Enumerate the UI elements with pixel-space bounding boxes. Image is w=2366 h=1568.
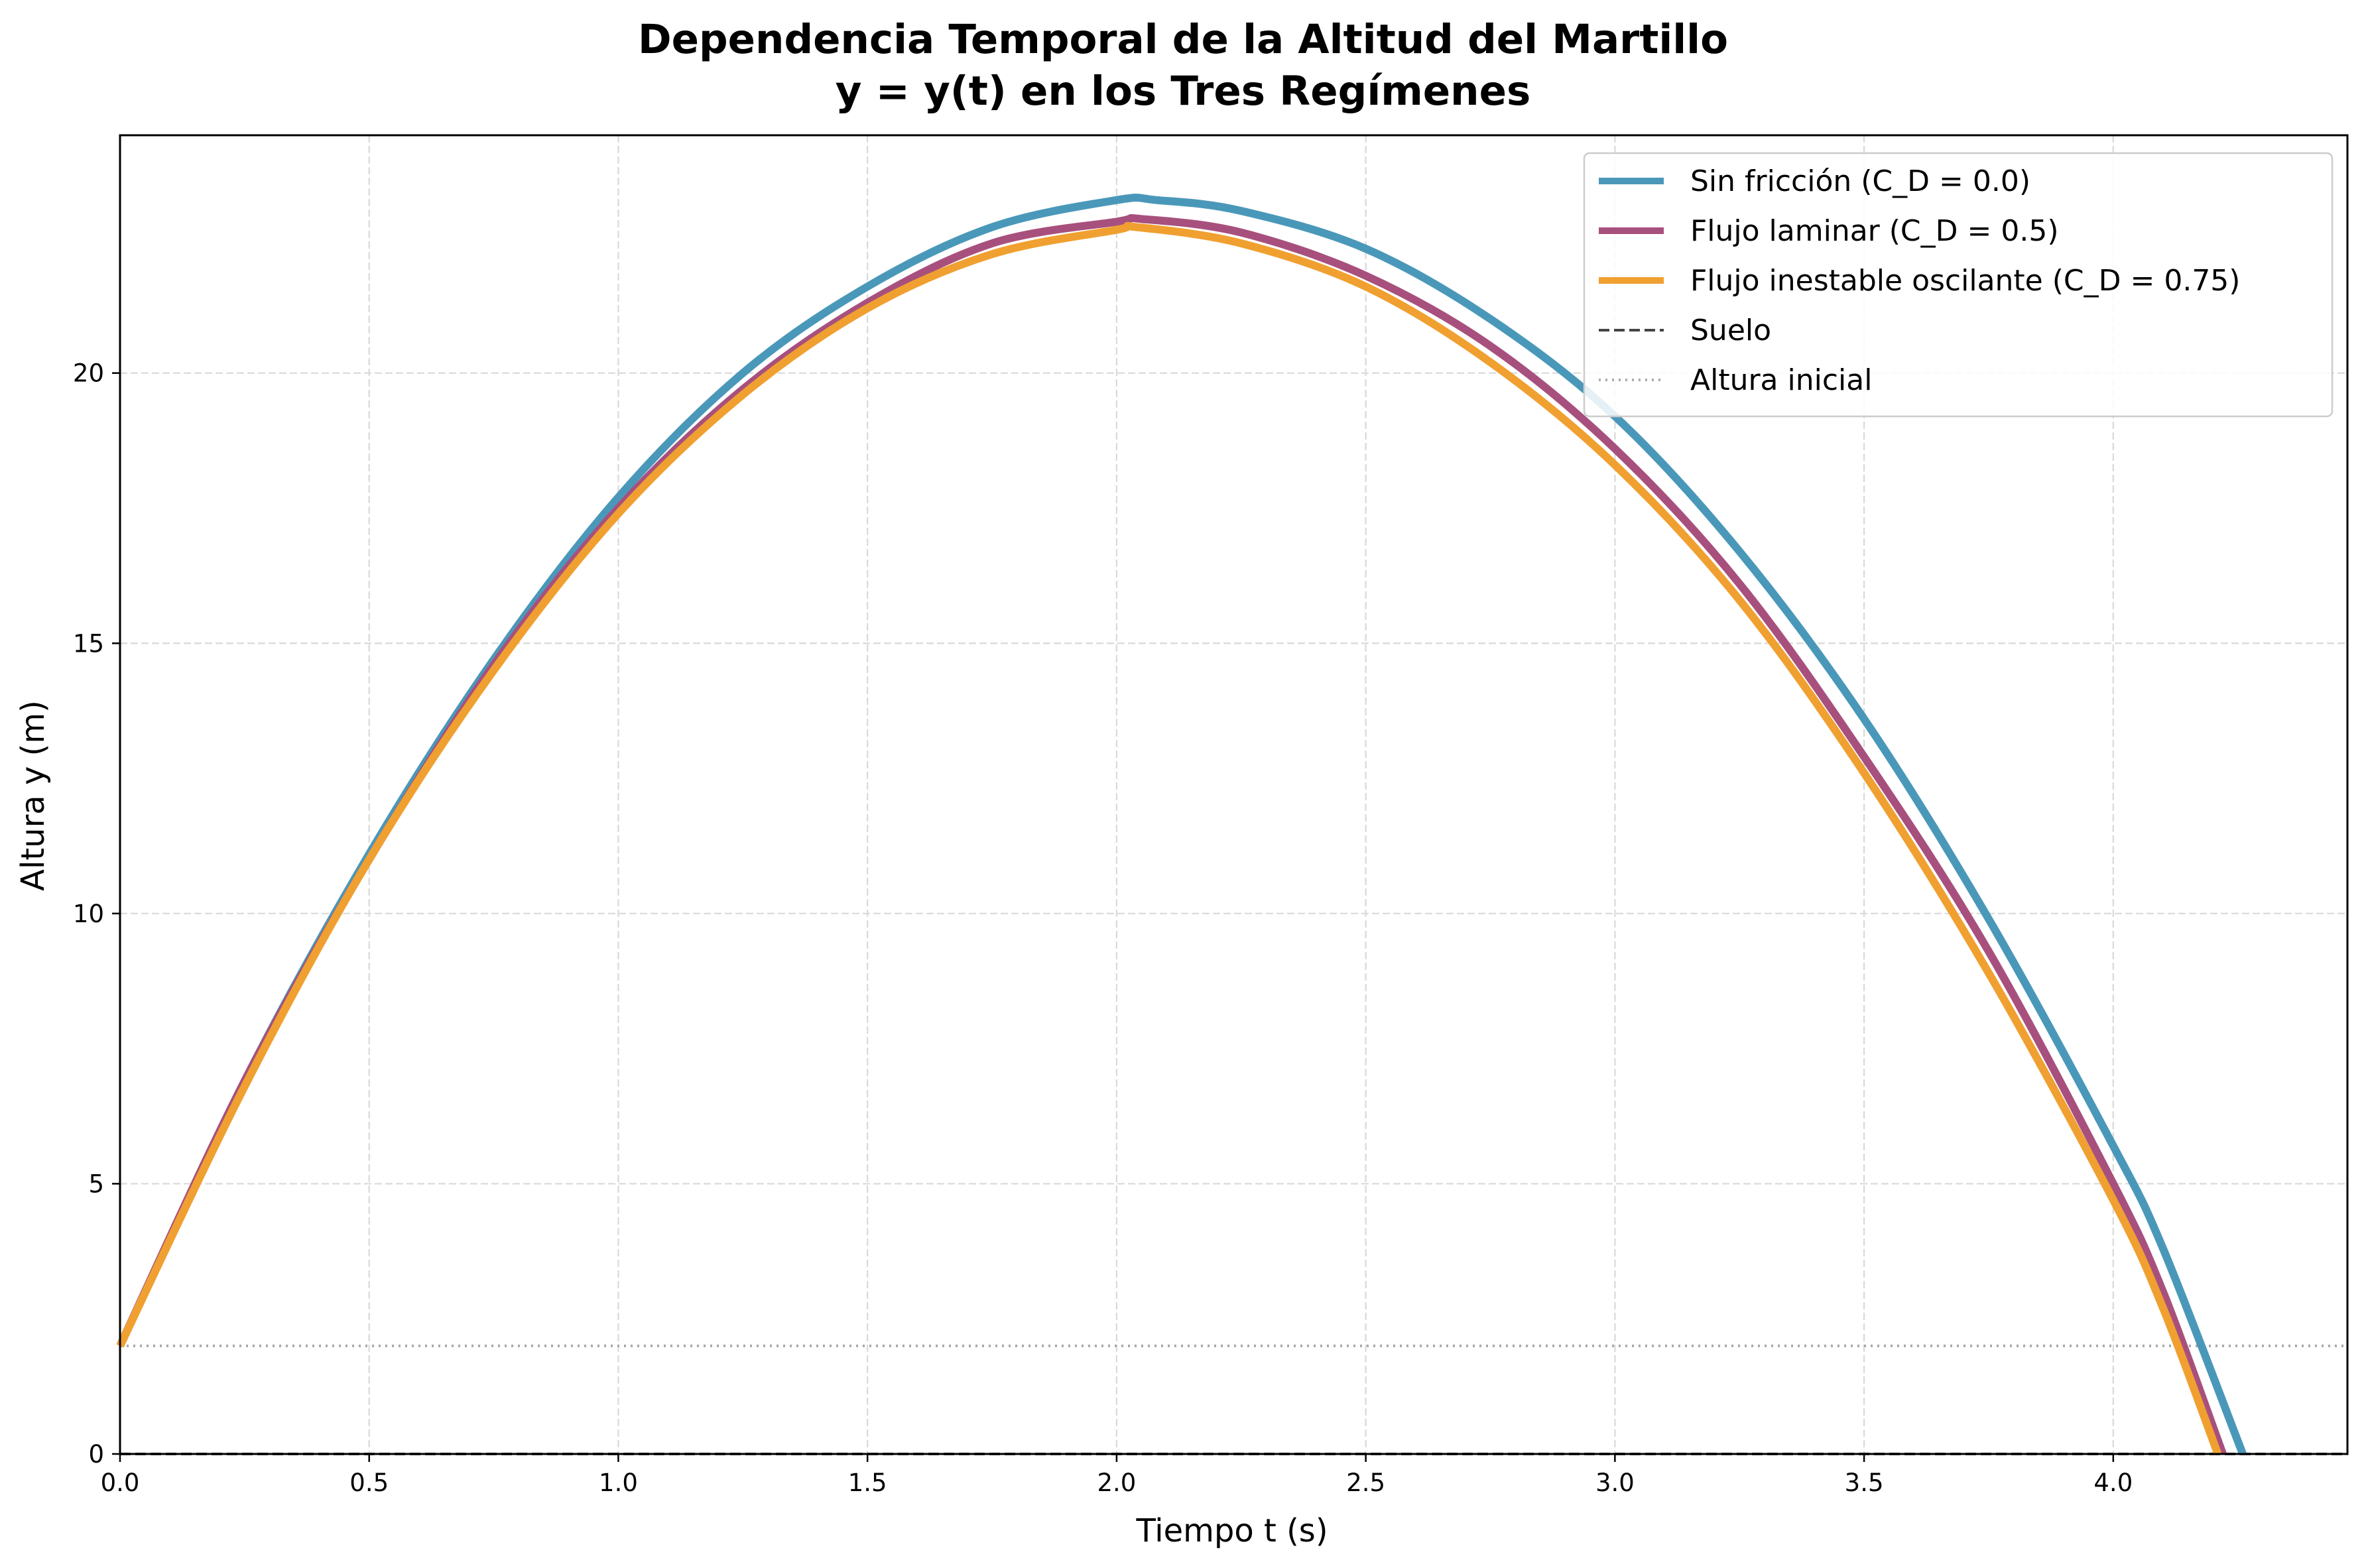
grid: [119, 135, 2347, 1455]
y-tick-label: 0: [88, 1440, 104, 1469]
plot-frame: [119, 134, 2349, 1455]
x-axis-label: Tiempo t (s): [1135, 1512, 1328, 1549]
y-tick-label: 10: [73, 900, 104, 928]
legend-box: [1583, 152, 2334, 418]
x-axis-ticks: 0.0 0.5 1.0 1.5 2.0 2.5 3.0 3.5 4.0: [101, 1454, 2133, 1497]
chart-title: Dependencia Temporal de la Altitud del M…: [638, 16, 1728, 115]
y-tick-label: 15: [73, 629, 104, 658]
x-tick-label: 0.5: [349, 1469, 389, 1497]
legend-label: Sin fricción (C_D = 0.0): [1690, 164, 2030, 198]
chart-title-line-1: Dependencia Temporal de la Altitud del M…: [638, 16, 1728, 63]
legend: Sin fricción (C_D = 0.0) Flujo laminar (C…: [1583, 152, 2334, 418]
x-tick-label: 3.5: [1845, 1469, 1884, 1497]
y-axis-label: Altura y (m): [15, 700, 52, 891]
x-tick-label: 1.0: [599, 1469, 638, 1497]
legend-label: Altura inicial: [1690, 363, 1872, 397]
chart-title-line-2: y = y(t) en los Tres Regímenes: [836, 68, 1531, 115]
legend-label: Flujo laminar (C_D = 0.5): [1690, 214, 2059, 248]
x-tick-label: 2.0: [1097, 1469, 1136, 1497]
y-tick-label: 20: [73, 359, 104, 388]
x-tick-label: 4.0: [2093, 1469, 2133, 1497]
x-tick-label: 0.0: [101, 1469, 140, 1497]
y-axis-ticks: 0 5 10 15 20: [73, 359, 120, 1469]
x-tick-label: 3.0: [1595, 1469, 1635, 1497]
legend-label: Flujo inestable oscilante (C_D = 0.75): [1690, 264, 2240, 298]
series-lines: [116, 194, 2247, 1456]
x-tick-label: 2.5: [1346, 1469, 1385, 1497]
x-tick-label: 1.5: [848, 1469, 887, 1497]
legend-label: Suelo: [1690, 314, 1771, 347]
series-line: [116, 221, 2222, 1456]
y-tick-label: 5: [88, 1170, 104, 1198]
